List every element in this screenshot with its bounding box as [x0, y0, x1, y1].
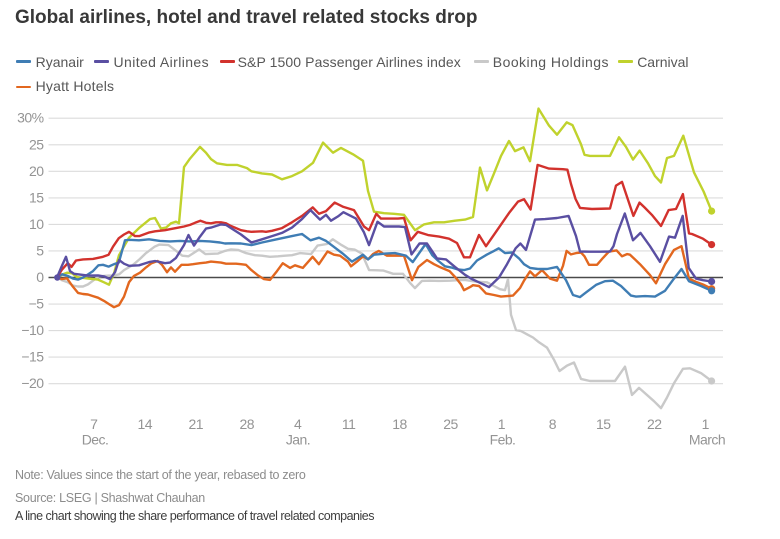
- svg-text:−5: −5: [29, 296, 45, 312]
- svg-text:Feb.: Feb.: [490, 432, 516, 448]
- svg-text:8: 8: [549, 416, 557, 432]
- svg-text:25: 25: [29, 136, 44, 152]
- svg-text:20: 20: [29, 163, 44, 179]
- svg-text:March: March: [689, 432, 725, 448]
- svg-text:−15: −15: [21, 349, 44, 365]
- svg-text:15: 15: [29, 189, 44, 205]
- svg-text:4: 4: [294, 416, 302, 432]
- svg-text:−10: −10: [21, 322, 44, 338]
- svg-text:11: 11: [342, 416, 356, 432]
- svg-text:28: 28: [239, 416, 254, 432]
- svg-text:Dec.: Dec.: [82, 432, 109, 448]
- svg-text:Jan.: Jan.: [286, 432, 310, 448]
- svg-text:25: 25: [443, 416, 458, 432]
- svg-text:7: 7: [90, 416, 98, 432]
- svg-text:30%: 30%: [17, 110, 43, 126]
- svg-text:1: 1: [702, 416, 710, 432]
- svg-text:5: 5: [36, 242, 44, 258]
- svg-text:14: 14: [138, 416, 153, 432]
- svg-text:22: 22: [647, 416, 662, 432]
- svg-text:−20: −20: [21, 375, 44, 391]
- svg-text:1: 1: [498, 416, 506, 432]
- svg-text:15: 15: [596, 416, 611, 432]
- svg-text:21: 21: [188, 416, 203, 432]
- svg-text:10: 10: [29, 216, 44, 232]
- svg-text:18: 18: [392, 416, 407, 432]
- svg-text:0: 0: [36, 269, 44, 285]
